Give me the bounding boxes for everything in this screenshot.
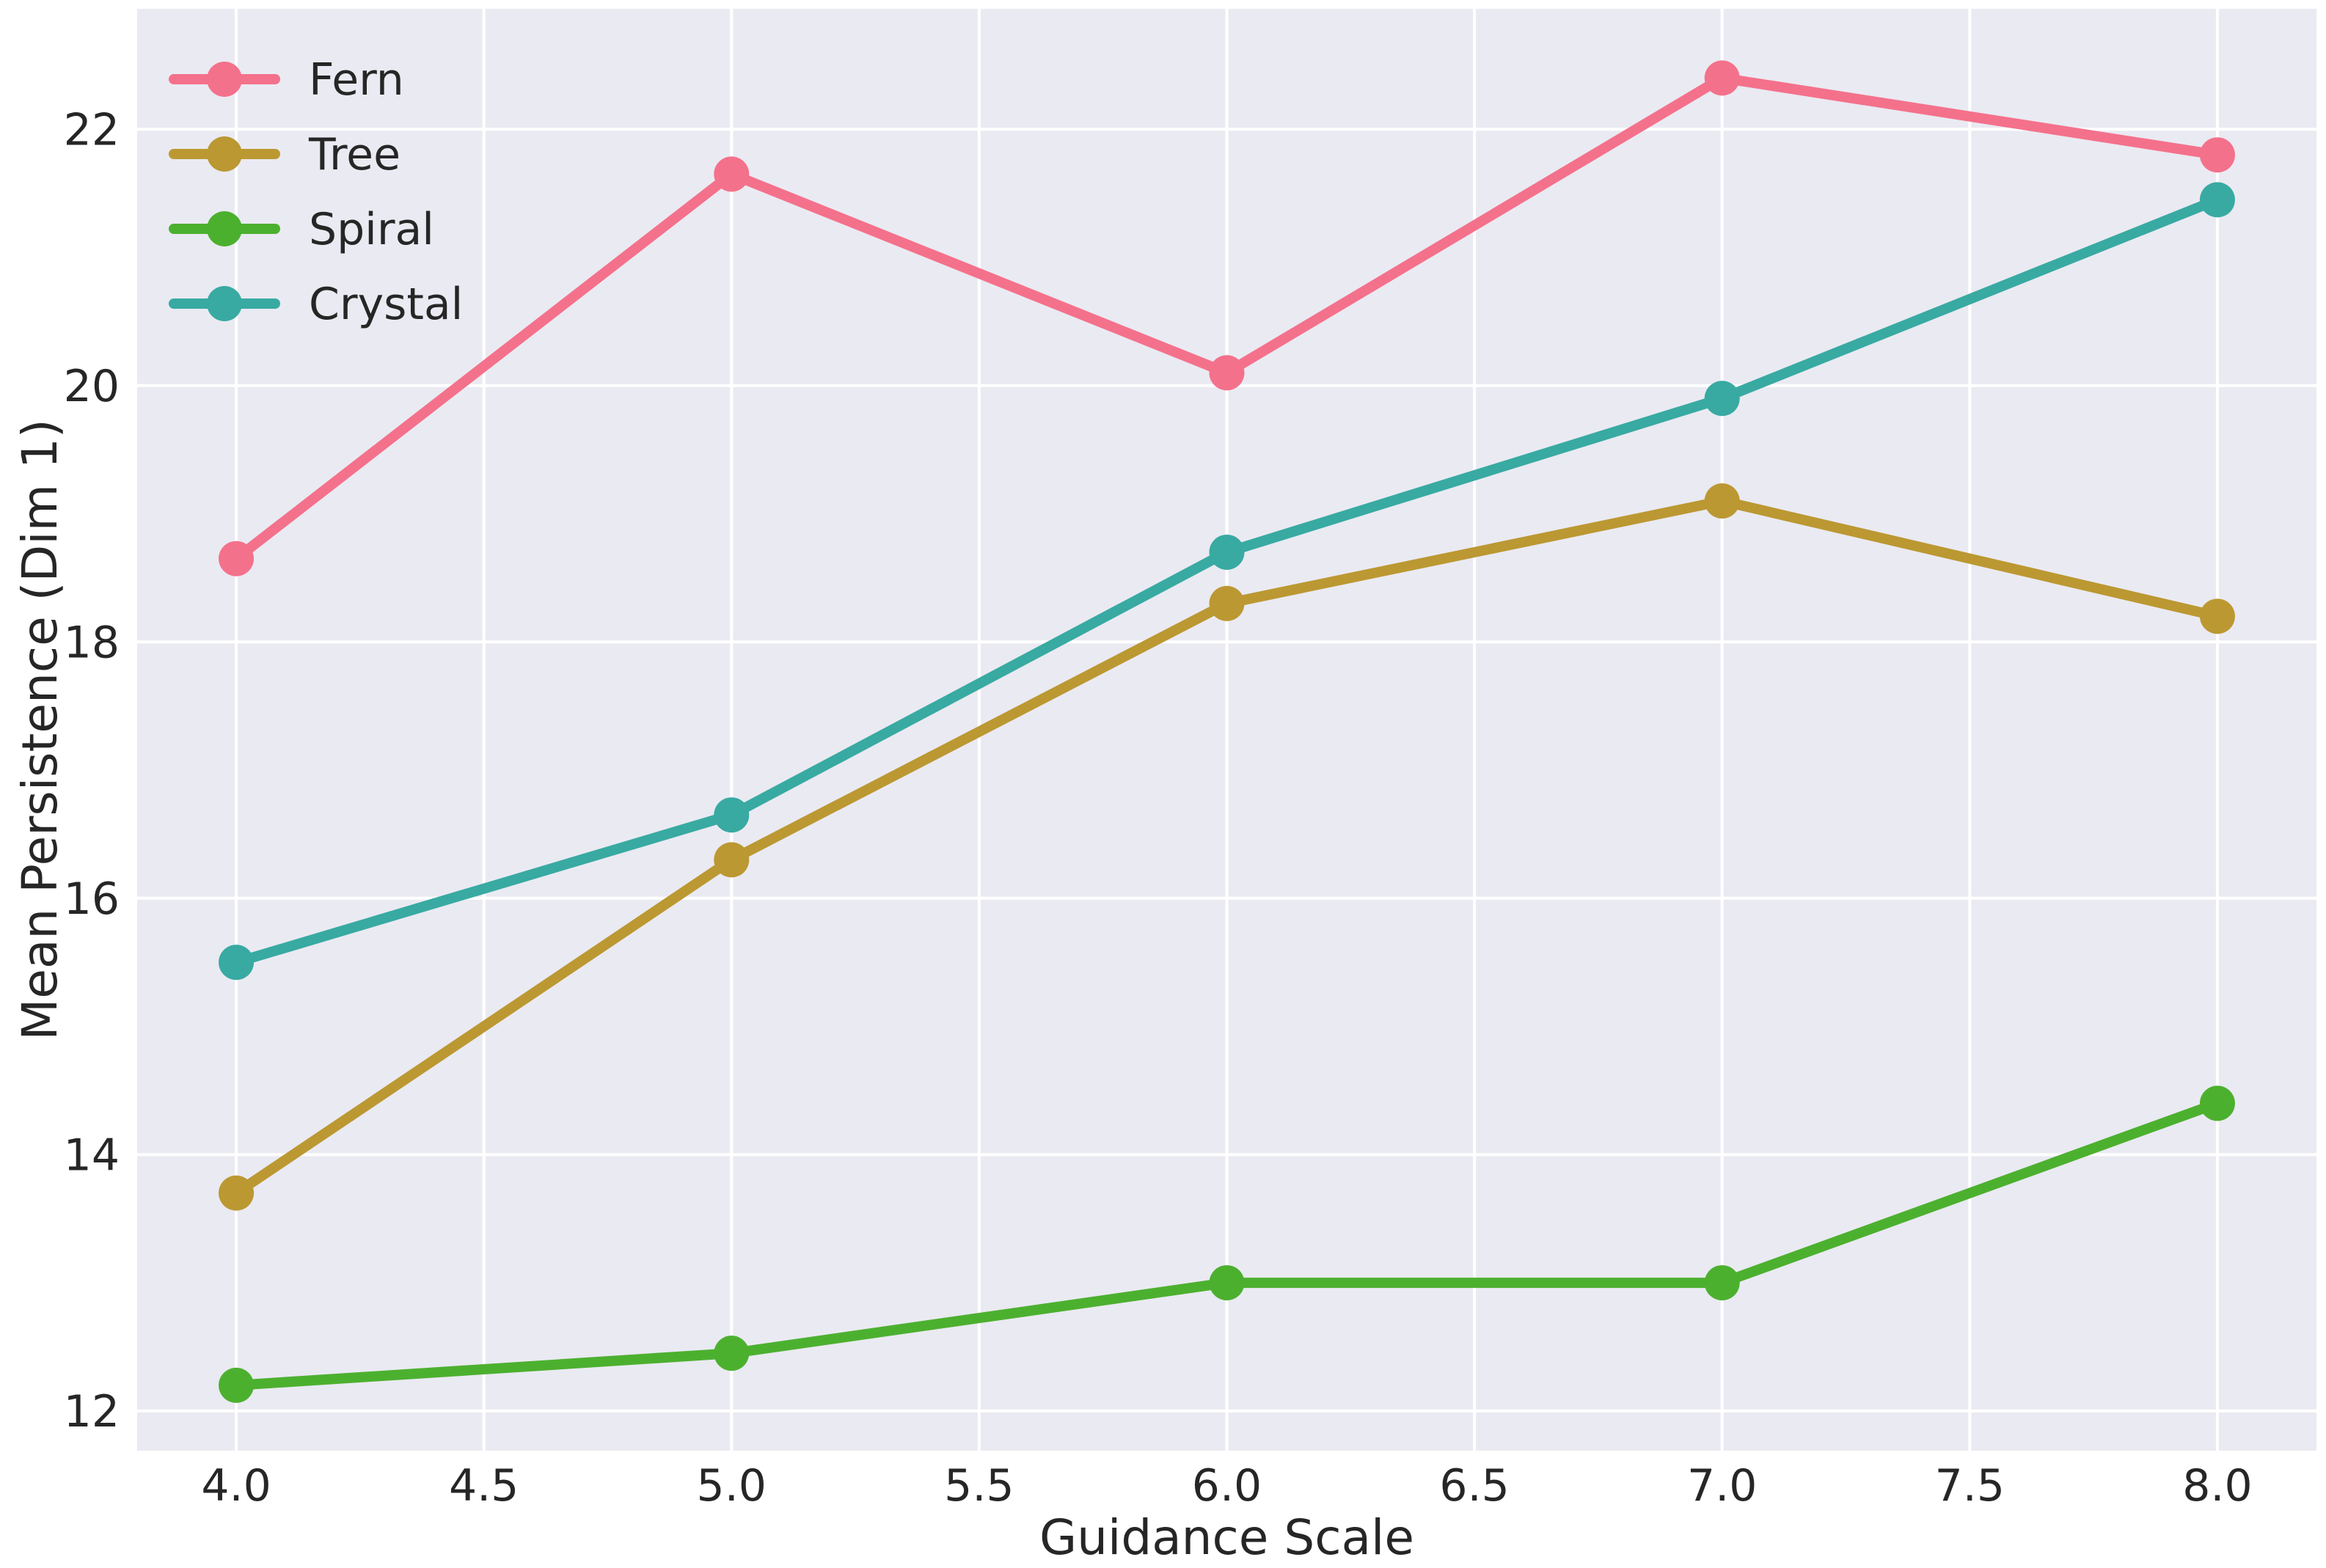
legend-item-spiral: Spiral — [169, 204, 434, 255]
y-tick-label: 18 — [64, 617, 120, 668]
x-axis-label: Guidance Scale — [1039, 1509, 1414, 1566]
x-tick-label: 6.5 — [1439, 1460, 1509, 1512]
marker-fern-x6 — [1209, 355, 1245, 391]
x-tick-label: 4.0 — [201, 1460, 271, 1512]
y-axis-label: Mean Persistence (Dim 1) — [12, 419, 68, 1041]
marker-crystal-x7 — [1704, 381, 1740, 417]
x-tick-label: 7.0 — [1687, 1460, 1757, 1512]
x-tick-label: 7.5 — [1935, 1460, 2005, 1512]
legend-label: Crystal — [309, 279, 463, 330]
legend-marker-dot — [207, 211, 242, 246]
marker-tree-x7 — [1704, 483, 1740, 519]
y-tick-label: 14 — [64, 1129, 120, 1181]
legend-label: Spiral — [309, 204, 434, 255]
marker-crystal-x8 — [2199, 182, 2235, 218]
marker-fern-x4 — [219, 541, 255, 576]
marker-spiral-x4 — [219, 1367, 255, 1403]
y-tick-label: 20 — [64, 361, 120, 412]
legend: Fern Tree Spiral Crystal — [169, 54, 463, 330]
marker-spiral-x5 — [714, 1336, 750, 1371]
x-tick-label: 4.5 — [449, 1460, 519, 1512]
legend-marker-dot — [207, 62, 242, 97]
marker-fern-x8 — [2199, 137, 2235, 173]
x-tick-label: 6.0 — [1192, 1460, 1262, 1512]
legend-label: Fern — [309, 54, 404, 106]
legend-item-crystal: Crystal — [169, 279, 463, 330]
marker-spiral-x7 — [1704, 1265, 1740, 1301]
y-tick-label: 12 — [64, 1386, 120, 1437]
y-tick-label: 22 — [64, 104, 120, 155]
marker-crystal-x5 — [714, 797, 750, 833]
marker-spiral-x8 — [2199, 1085, 2235, 1121]
legend-marker-dot — [207, 136, 242, 172]
x-tick-label: 8.0 — [2182, 1460, 2252, 1512]
y-tick-label: 16 — [64, 873, 120, 925]
marker-tree-x6 — [1209, 585, 1245, 621]
legend-item-fern: Fern — [169, 54, 404, 106]
marker-tree-x5 — [714, 842, 750, 878]
x-tick-label: 5.5 — [944, 1460, 1014, 1512]
marker-fern-x5 — [714, 156, 750, 192]
marker-fern-x7 — [1704, 60, 1740, 96]
marker-tree-x8 — [2199, 598, 2235, 634]
marker-tree-x4 — [219, 1175, 255, 1211]
marker-crystal-x6 — [1209, 534, 1245, 570]
x-tick-label: 5.0 — [697, 1460, 767, 1512]
marker-spiral-x6 — [1209, 1265, 1245, 1301]
legend-marker-dot — [207, 286, 242, 321]
legend-item-tree: Tree — [169, 129, 401, 180]
legend-label: Tree — [308, 129, 401, 180]
marker-crystal-x4 — [219, 945, 255, 981]
